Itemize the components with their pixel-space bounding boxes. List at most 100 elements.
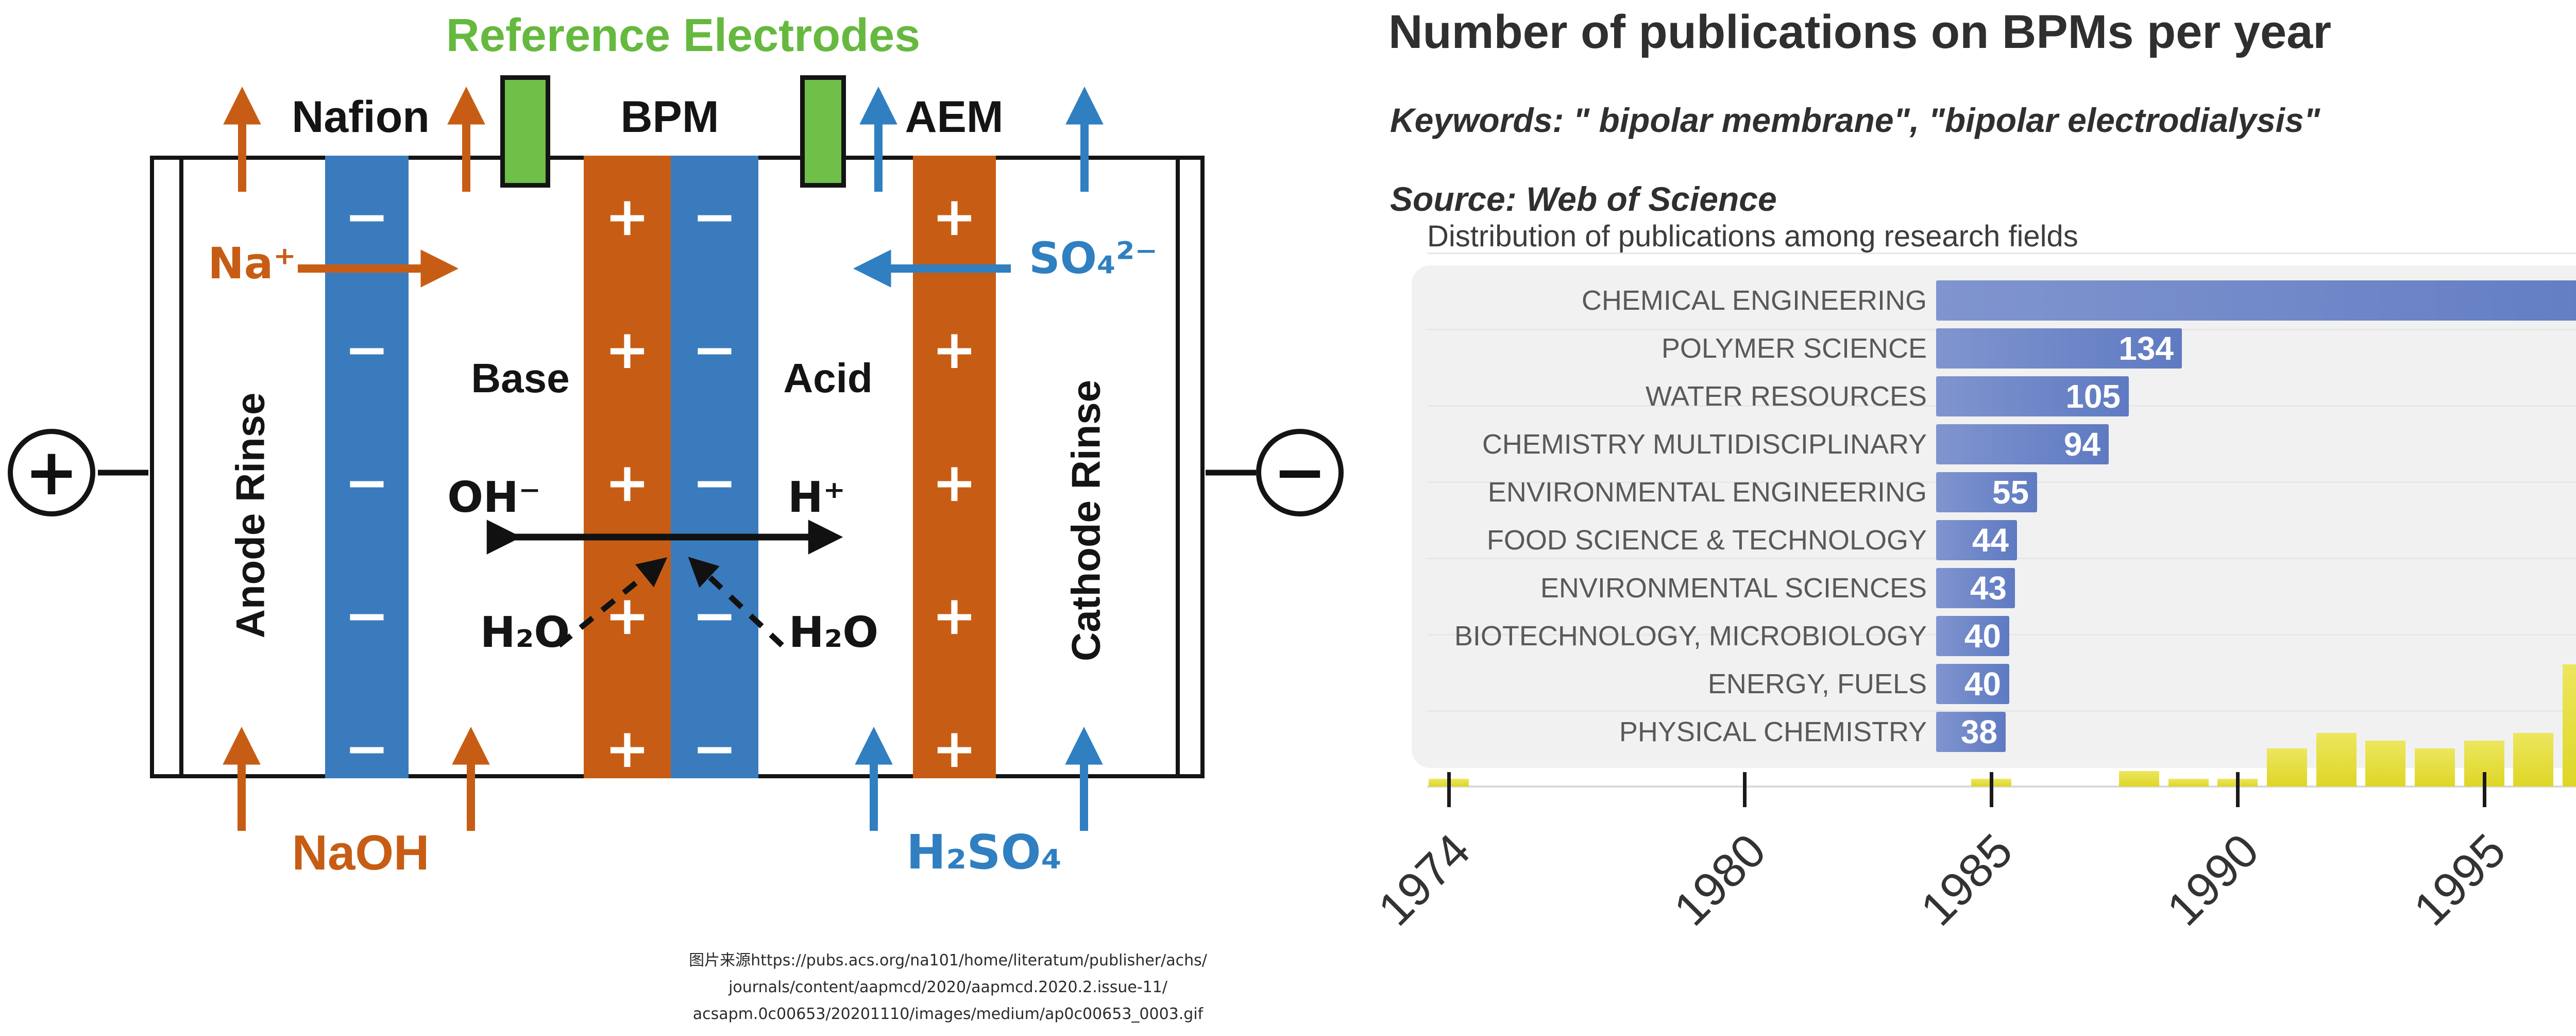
year-tick-1980 xyxy=(1743,772,1747,807)
year-tick-1974 xyxy=(1447,772,1451,807)
fixed-charge-bpm-negative-layer: − xyxy=(692,451,737,514)
year-tick-1985 xyxy=(1990,772,1993,807)
fixed-charge-bpm-positive-layer: + xyxy=(604,185,650,248)
fixed-charge-bpm-positive-layer: + xyxy=(604,717,650,780)
field-bar-8: 40 xyxy=(1936,664,2009,704)
fixed-charge-bpm-positive-layer: + xyxy=(604,584,650,647)
publication-bar-1993 xyxy=(2365,741,2405,787)
nafion-label: Nafion xyxy=(292,92,430,142)
bpm-label: BPM xyxy=(620,92,719,142)
water-dashed-arrow-left xyxy=(557,557,668,648)
fixed-charge-nafion-cem: − xyxy=(344,451,389,514)
field-value-6: 43 xyxy=(1970,570,2007,607)
caption-line: journals/content/aapmcd/2020/aapmcd.2020… xyxy=(728,978,1167,996)
publication-bar-1994 xyxy=(2415,748,2455,787)
field-label-6: ENVIRONMENTAL SCIENCES xyxy=(1540,573,1927,604)
water-splitting-arrows xyxy=(98,470,1256,648)
reference-electrodes-label: Reference Electrodes xyxy=(446,10,921,61)
inset-title: Distribution of publications among resea… xyxy=(1427,220,2078,253)
water-dashed-arrow-right xyxy=(688,557,784,648)
caption-line: acsapm.0c00653/20201110/images/medium/ap… xyxy=(692,1005,1204,1023)
field-value-3: 94 xyxy=(2063,426,2100,463)
acid-compartment-label: Acid xyxy=(783,355,873,401)
fixed-charge-bpm-positive-layer: + xyxy=(604,318,650,381)
chart-source: Source: Web of Science xyxy=(1390,180,1777,218)
hydroxide-label: OH⁻ xyxy=(447,473,541,522)
publication-bar-1992 xyxy=(2316,733,2357,787)
publication-bar-1997 xyxy=(2563,664,2576,787)
blue-flux-arrows xyxy=(853,86,1104,831)
aem-label: AEM xyxy=(905,92,1004,142)
fixed-charge-bpm-negative-layer: − xyxy=(692,717,737,780)
nafion-membrane xyxy=(325,156,409,778)
field-bar-2: 105 xyxy=(1936,376,2129,416)
field-label-0: CHEMICAL ENGINEERING xyxy=(1581,285,1927,316)
field-bar-6: 43 xyxy=(1936,568,2015,608)
publication-bar-1991 xyxy=(2267,748,2307,787)
chart-keywords: Keywords: " bipolar membrane", "bipolar … xyxy=(1390,101,2320,139)
fixed-charge-nafion-cem: − xyxy=(344,185,389,248)
fixed-charge-bpm-positive-layer: + xyxy=(604,451,650,514)
cathode-terminal: − xyxy=(1256,429,1344,516)
x-axis-line xyxy=(1427,786,2576,788)
base-compartment-label: Base xyxy=(471,355,570,401)
field-label-4: ENVIRONMENTAL ENGINEERING xyxy=(1487,477,1927,508)
proton-label: H⁺ xyxy=(788,473,845,522)
field-bar-1: 134 xyxy=(1936,328,2182,369)
field-bar-7: 40 xyxy=(1936,616,2009,656)
fixed-charge-aem: + xyxy=(931,185,977,248)
year-tick-1995 xyxy=(2483,772,2486,807)
water-label-right: H₂O xyxy=(788,608,879,657)
field-bar-4: 55 xyxy=(1936,472,2037,512)
gridline-10 xyxy=(1427,710,2576,712)
publication-bar-1996 xyxy=(2513,733,2553,787)
field-bar-0: 417 xyxy=(1936,280,2576,321)
orange-flux-arrows xyxy=(223,86,490,831)
publication-bar-1988 xyxy=(2119,771,2159,787)
bpm-negative-layer xyxy=(671,156,758,778)
na-ion-label: Na⁺ xyxy=(208,238,296,289)
fixed-charge-nafion-cem: − xyxy=(344,318,389,381)
field-value-1: 134 xyxy=(2119,330,2174,367)
cathode-rinse-label: Cathode Rinse xyxy=(1063,379,1109,662)
fixed-charge-aem: + xyxy=(931,451,977,514)
naoh-product-label: NaOH xyxy=(292,825,430,880)
field-value-7: 40 xyxy=(1964,617,2001,655)
fixed-charge-bpm-negative-layer: − xyxy=(692,584,737,647)
field-value-8: 40 xyxy=(1964,665,2001,703)
water-label-left: H₂O xyxy=(480,608,570,657)
anode-plate xyxy=(179,156,183,778)
field-label-1: POLYMER SCIENCE xyxy=(1661,333,1927,364)
field-label-9: PHYSICAL CHEMISTRY xyxy=(1619,716,1927,747)
fixed-charge-bpm-negative-layer: − xyxy=(692,185,737,248)
cathode-plate xyxy=(1176,156,1180,778)
field-value-9: 38 xyxy=(1960,713,1997,750)
field-label-3: CHEMISTRY MULTIDISCIPLINARY xyxy=(1482,429,1927,460)
fixed-charge-nafion-cem: − xyxy=(344,584,389,647)
field-label-7: BIOTECHNOLOGY, MICROBIOLOGY xyxy=(1454,621,1927,651)
field-bar-9: 38 xyxy=(1936,712,2006,752)
fixed-charge-aem: + xyxy=(931,717,977,780)
publication-bar-1989 xyxy=(2168,779,2209,787)
field-bar-5: 44 xyxy=(1936,520,2017,560)
bpm-positive-layer xyxy=(584,156,671,778)
fixed-charge-nafion-cem: − xyxy=(344,717,389,780)
chart-title: Number of publications on BPMs per year xyxy=(1388,6,2332,58)
left-image-source-caption: 图片来源https://pubs.acs.org/na101/home/lite… xyxy=(665,947,1231,1028)
field-value-4: 55 xyxy=(1992,474,2029,511)
fixed-charge-bpm-negative-layer: − xyxy=(692,318,737,381)
fixed-charge-aem: + xyxy=(931,584,977,647)
field-label-8: ENERGY, FUELS xyxy=(1707,669,1927,699)
field-bar-3: 94 xyxy=(1936,424,2109,464)
field-value-2: 105 xyxy=(2065,378,2121,415)
field-label-2: WATER RESOURCES xyxy=(1645,381,1927,412)
sulfate-ion-label: SO₄²⁻ xyxy=(1029,233,1158,283)
h2so4-product-label: H₂SO₄ xyxy=(906,825,1062,880)
reference-electrode-right xyxy=(800,75,846,188)
year-tick-1990 xyxy=(2236,772,2240,807)
caption-line: 图片来源https://pubs.acs.org/na101/home/lite… xyxy=(689,951,1207,970)
field-value-5: 44 xyxy=(1972,522,2009,559)
field-label-5: FOOD SCIENCE & TECHNOLOGY xyxy=(1486,525,1927,556)
